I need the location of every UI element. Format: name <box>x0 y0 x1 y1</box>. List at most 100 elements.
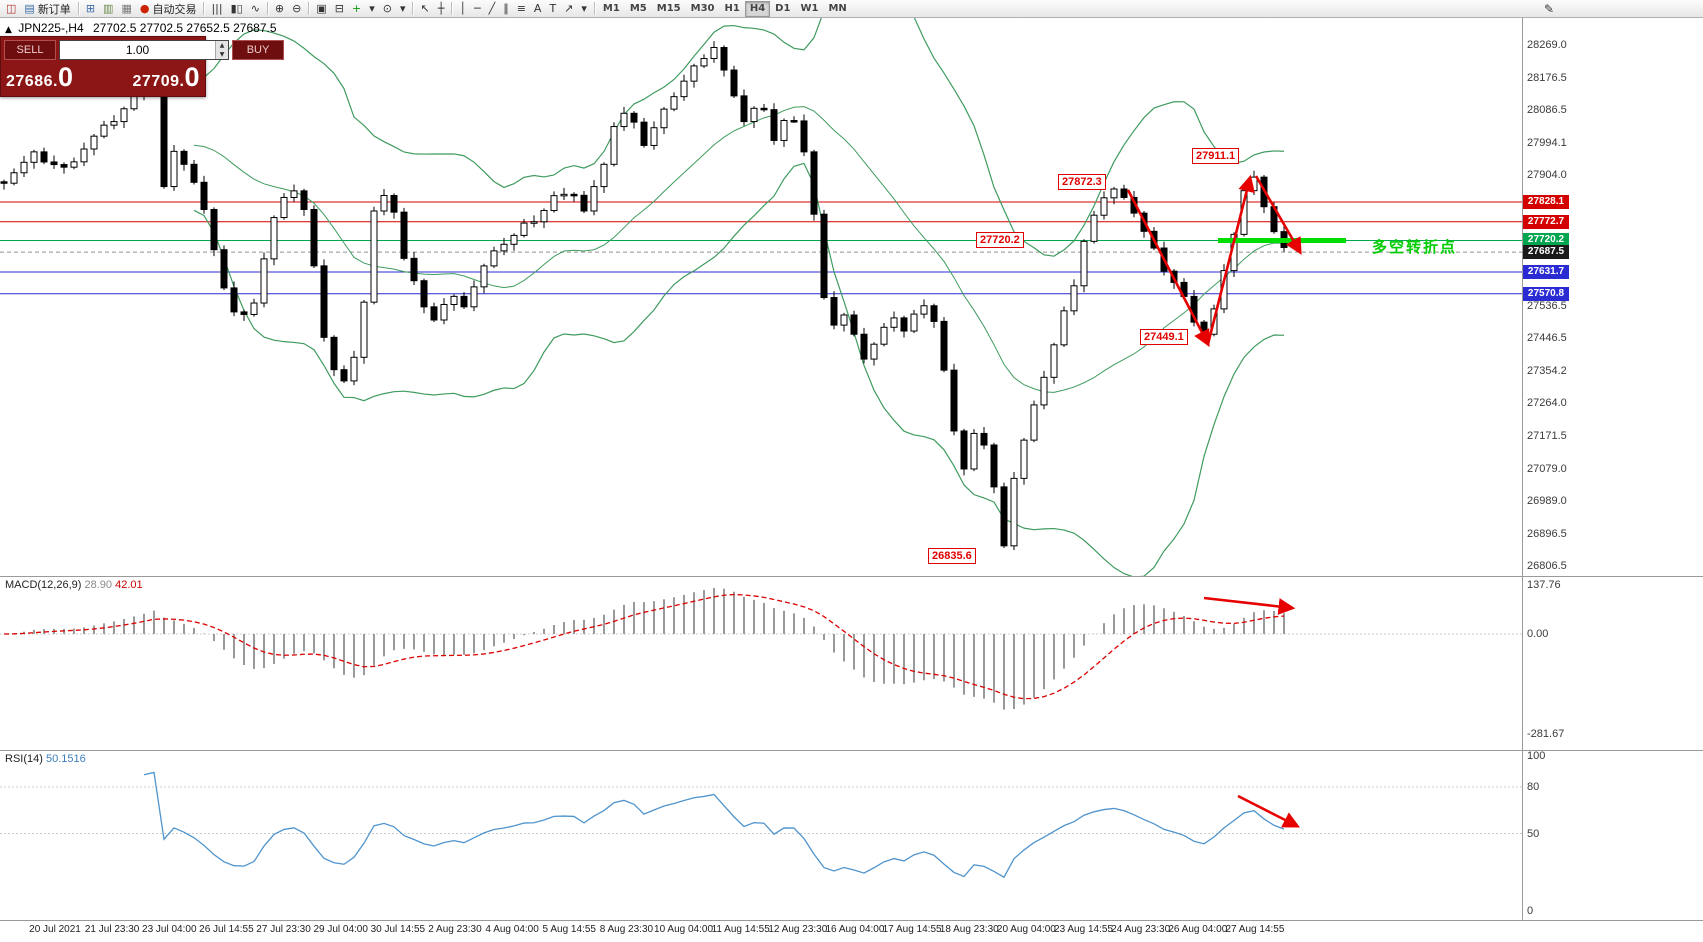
sell-button[interactable]: SELL <box>4 40 56 60</box>
cursor-icon[interactable]: ↖ <box>416 1 433 17</box>
timeframe-h1[interactable]: H1 <box>720 1 745 17</box>
candle-body <box>1060 310 1068 346</box>
volume-down-icon[interactable]: ▼ <box>219 51 225 58</box>
candle-body <box>80 148 88 163</box>
line-chart-icon[interactable]: ∿ <box>247 1 264 17</box>
new-chart-icon[interactable]: ◫ <box>2 1 20 17</box>
candle-body <box>980 432 988 446</box>
one-click-trading-panel: SELL ▲ ▼ BUY 27686.0 27709.0 <box>0 36 284 97</box>
timeframe-m5[interactable]: M5 <box>625 1 652 17</box>
candle-body <box>790 120 798 123</box>
timeframe-mn[interactable]: MN <box>823 1 851 17</box>
equidistant-channel-icon[interactable]: ∥ <box>499 1 513 17</box>
toolbar-separator <box>593 2 595 15</box>
vertical-line-icon[interactable]: │ <box>455 1 470 17</box>
sell-price[interactable]: 27686.0 <box>6 62 73 93</box>
bollinger-lower-band <box>193 162 1285 576</box>
new-order-button[interactable]: ▤ 新订单 <box>20 1 74 17</box>
candle-body <box>10 172 18 184</box>
chart-macd-divider[interactable] <box>0 576 1703 577</box>
buy-price[interactable]: 27709.0 <box>133 62 200 93</box>
zoom-out-icon: ⊖ <box>292 2 302 15</box>
periods-caret-icon[interactable]: ▾ <box>396 1 410 17</box>
auto-trading-button[interactable]: ● 自动交易 <box>136 1 201 17</box>
arrows-caret-icon[interactable]: ▾ <box>577 1 591 17</box>
trendline-icon[interactable]: ╱ <box>485 1 500 17</box>
symbol-title: JPN225-,H4 <box>18 21 84 35</box>
volume-up-icon[interactable]: ▲ <box>219 42 225 49</box>
horizontal-line-icon[interactable]: ─ <box>470 1 485 17</box>
candle-body <box>440 303 448 321</box>
indicators-button[interactable]: + <box>348 1 365 17</box>
volume-spinner[interactable]: ▲ ▼ <box>215 41 228 59</box>
candle-body <box>960 430 968 470</box>
arrows-tool-icon: ↗ <box>564 2 574 15</box>
new-order-button: ▤ <box>24 2 35 15</box>
rsi-pane-title: RSI(14) 50.1516 <box>5 753 86 765</box>
price-axis-separator[interactable] <box>1522 18 1523 920</box>
periods-button[interactable]: ⊙ <box>379 1 396 17</box>
buy-button[interactable]: BUY <box>232 40 284 60</box>
zoom-in-icon: ⊕ <box>274 2 285 15</box>
indicators-button: + <box>351 2 362 15</box>
periods-caret-icon: ▾ <box>399 2 406 15</box>
candle-body <box>670 96 678 110</box>
trendline-icon: ╱ <box>488 2 496 15</box>
candle-body <box>60 164 68 168</box>
candle-body <box>930 305 938 322</box>
volume-stepper[interactable]: ▲ ▼ <box>59 40 229 60</box>
volume-input[interactable] <box>60 41 215 59</box>
crosshair-icon[interactable]: ┼ <box>434 1 449 17</box>
timeframe-m30[interactable]: M30 <box>686 1 720 17</box>
candle-body <box>810 151 818 215</box>
candle-body <box>920 305 928 315</box>
candle-body <box>210 209 218 251</box>
zoom-out-icon[interactable]: ⊖ <box>288 1 305 17</box>
tile-windows-icon[interactable]: ▣ <box>312 1 330 17</box>
buy-price-big-digit: 0 <box>184 62 200 92</box>
indicators-caret-icon[interactable]: ▾ <box>365 1 379 17</box>
candle-body <box>510 234 518 245</box>
candle-body <box>290 190 298 198</box>
auto-trading-button-label: 自动交易 <box>152 2 197 16</box>
terminal-icon[interactable]: ▦ <box>117 1 135 17</box>
chart-windows-icon[interactable]: ⊞ <box>82 1 99 17</box>
timeframe-h4[interactable]: H4 <box>744 0 771 17</box>
bar-chart-icon[interactable]: ||| <box>207 1 226 17</box>
toolbar-separator <box>308 2 310 15</box>
candle-body <box>340 369 348 382</box>
arrange-windows-icon[interactable]: ⊟ <box>331 1 348 17</box>
candle-body <box>370 210 378 303</box>
label-icon[interactable]: T <box>545 1 560 17</box>
fibonacci-icon: ≡ <box>516 2 526 15</box>
timeframe-w1[interactable]: W1 <box>795 1 823 17</box>
candle-body <box>180 150 188 165</box>
line-chart-icon: ∿ <box>250 2 260 15</box>
buy-price-small: 27709. <box>132 73 185 90</box>
candlestick-chart-icon[interactable]: ▮▯ <box>227 1 247 17</box>
text-icon[interactable]: A <box>530 1 546 17</box>
candle-body <box>1250 176 1258 192</box>
candle-body <box>1030 404 1038 441</box>
candle-body <box>70 161 78 168</box>
terminal-icon: ▦ <box>121 2 132 15</box>
profiles-icon[interactable]: ▥ <box>99 1 117 17</box>
macd-rsi-divider[interactable] <box>0 750 1703 751</box>
timeframe-m1[interactable]: M1 <box>598 1 625 17</box>
candle-body <box>40 151 48 163</box>
fibonacci-icon[interactable]: ≡ <box>513 1 530 17</box>
candle-body <box>850 314 858 335</box>
candle-body <box>1080 240 1088 287</box>
edit-pencil-icon[interactable]: ✎ <box>1540 1 1558 17</box>
candle-body <box>420 280 428 308</box>
arrows-tool-icon[interactable]: ↗ <box>560 1 577 17</box>
candle-body <box>500 243 508 252</box>
timeframe-d1[interactable]: D1 <box>770 1 795 17</box>
zoom-in-icon[interactable]: ⊕ <box>271 1 288 17</box>
auto-trading-button: ● <box>139 2 150 15</box>
macd-signal-line <box>3 593 1285 700</box>
periods-button: ⊙ <box>382 2 392 15</box>
candle-body <box>830 297 838 326</box>
timeframe-m15[interactable]: M15 <box>652 1 686 17</box>
